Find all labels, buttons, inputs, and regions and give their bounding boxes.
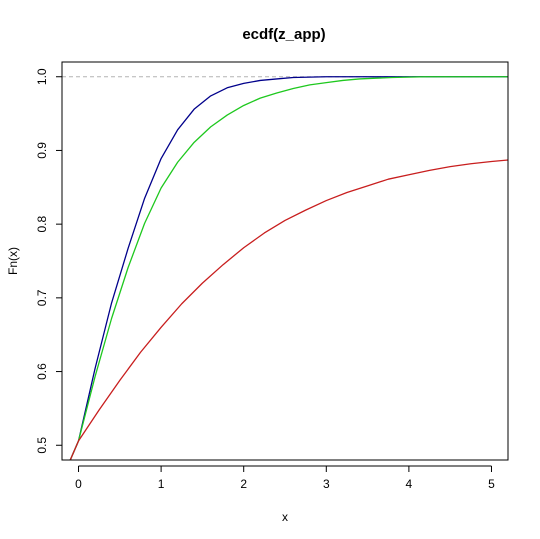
y-tick-label: 0.8: [35, 215, 49, 232]
chart-title: ecdf(z_app): [242, 26, 325, 43]
series-line-3: [69, 159, 508, 460]
y-tick-label: 0.6: [35, 363, 49, 380]
x-tick-label: 1: [158, 477, 165, 491]
x-tick-label: 4: [406, 477, 413, 491]
y-tick-label: 0.7: [35, 289, 49, 306]
y-tick-label: 0.9: [35, 142, 49, 159]
x-tick-label: 5: [488, 477, 495, 491]
y-tick-label: 1.0: [35, 68, 49, 85]
x-tick-label: 3: [323, 477, 330, 491]
series-line-2: [69, 76, 508, 460]
x-tick-label: 2: [240, 477, 247, 491]
y-axis: 0.5 0.6 0.7 0.8 0.9 1.0: [35, 68, 63, 454]
y-tick-label: 0.5: [35, 437, 49, 454]
x-tick-label: 0: [75, 477, 82, 491]
x-axis: 0 1 2 3 4 5: [75, 465, 495, 491]
series-layer: [69, 76, 508, 460]
series-line-1: [69, 76, 508, 460]
plot-frame: [61, 61, 509, 461]
x-axis-label: x: [282, 510, 288, 524]
y-axis-label: Fn(x): [6, 247, 20, 275]
